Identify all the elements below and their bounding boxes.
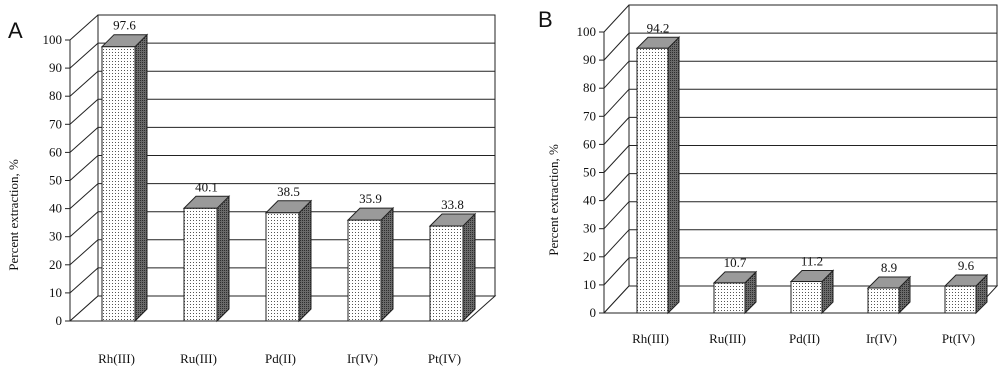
panel-letter: A: [8, 18, 23, 43]
y-gridline-diagonal: [604, 5, 629, 32]
bar-side: [217, 196, 229, 321]
y-tick-label: 90: [583, 52, 596, 67]
y-gridline-diagonal: [70, 127, 98, 152]
y-tick-label: 40: [583, 193, 596, 208]
y-tick-label: 40: [49, 201, 62, 216]
data-label: 9.6: [958, 258, 975, 273]
x-tick-label: Pt(IV): [942, 331, 975, 346]
y-tick-label: 10: [583, 277, 596, 292]
bar-side: [463, 214, 475, 321]
data-label: 38.5: [277, 184, 300, 199]
y-gridline-diagonal: [70, 99, 98, 124]
bar-front: [430, 226, 463, 321]
bar-iriv: [868, 277, 910, 313]
chart-panel-b: 0 10 20 30 40 50 60 70 80 90 100 94.2 10.7 11.2 8.9 9.6…: [538, 5, 997, 346]
y-tick-label: 70: [583, 108, 596, 123]
y-gridline-diagonal: [604, 89, 629, 116]
y-axis-title: Percent extraction, %: [6, 159, 21, 271]
y-gridline-diagonal: [70, 212, 98, 237]
data-label: 35.9: [359, 191, 382, 206]
bar-front: [266, 213, 299, 321]
y-gridline-diagonal: [604, 202, 629, 229]
bar-pdii: [791, 271, 833, 314]
bar-front: [868, 288, 899, 313]
bar-ruiii: [184, 196, 229, 321]
bar-ruiii: [714, 272, 756, 313]
y-tick-label: 60: [49, 144, 62, 159]
data-label: 8.9: [881, 260, 897, 275]
y-tick-label: 20: [49, 257, 62, 272]
data-label: 11.2: [801, 254, 823, 269]
y-tick-label: 30: [583, 221, 596, 236]
bar-front: [714, 283, 745, 313]
x-tick-label: Pd(II): [265, 351, 296, 366]
y-gridline-diagonal: [604, 117, 629, 144]
y-tick-label: 0: [56, 313, 63, 328]
bar-ptiv: [945, 275, 987, 313]
y-tick-label: 100: [43, 32, 63, 47]
y-tick-label: 50: [583, 165, 596, 180]
chart-panel-a: 0 10 20 30 40 50 60 70 80 90 100 97.6 40.1 38.5 35.9 33…: [6, 15, 495, 366]
y-tick-label: 90: [49, 60, 62, 75]
panel-letter: B: [538, 7, 553, 32]
x-tick-label: Rh(III): [632, 331, 669, 346]
x-tick-label: Ir(IV): [866, 331, 897, 346]
data-label: 40.1: [195, 179, 218, 194]
bar-iriv: [348, 208, 393, 321]
bar-rhiii: [637, 37, 679, 313]
bar-rhiii: [102, 35, 147, 321]
y-gridline-diagonal: [70, 184, 98, 209]
y-tick-label: 10: [49, 285, 62, 300]
data-label: 94.2: [647, 20, 670, 35]
x-tick-label: Ir(IV): [347, 351, 378, 366]
bar-side: [299, 201, 311, 321]
y-gridline-diagonal: [604, 258, 629, 285]
x-tick-label: Rh(III): [98, 351, 135, 366]
y-gridline-diagonal: [604, 174, 629, 201]
bar-front: [637, 48, 668, 313]
x-tick-label: Pt(IV): [428, 351, 461, 366]
y-gridline-diagonal: [70, 268, 98, 293]
y-tick-label: 20: [583, 249, 596, 264]
y-gridline-diagonal: [70, 240, 98, 265]
bar-ptiv: [430, 214, 475, 321]
y-gridline-diagonal: [70, 71, 98, 96]
y-axis-title: Percent extraction, %: [546, 144, 561, 256]
data-label: 33.8: [441, 197, 464, 212]
y-tick-label: 100: [577, 24, 597, 39]
x-tick-labels: Rh(III) Ru(III) Pd(II) Ir(IV) Pt(IV): [98, 351, 461, 366]
y-tick-label: 0: [590, 305, 597, 320]
x-tick-labels: Rh(III) Ru(III) Pd(II) Ir(IV) Pt(IV): [632, 331, 975, 346]
y-gridline-diagonal: [70, 43, 98, 68]
y-gridline-diagonal: [604, 146, 629, 173]
bar-side: [668, 37, 679, 313]
bar-front: [945, 286, 976, 313]
bar-pdii: [266, 201, 311, 321]
x-tick-label: Ru(III): [180, 351, 217, 366]
data-label: 10.7: [724, 255, 747, 270]
bar-front: [791, 282, 822, 313]
data-label: 97.6: [113, 18, 136, 33]
x-tick-label: Pd(II): [789, 331, 820, 346]
y-gridline-diagonal: [604, 230, 629, 257]
bar-side: [381, 208, 393, 321]
y-tick-label: 50: [49, 173, 62, 188]
bar-front: [184, 208, 217, 321]
y-gridline-diagonal: [70, 156, 98, 181]
y-tick-label: 80: [49, 88, 62, 103]
bar-front: [102, 47, 135, 321]
y-tick-label: 70: [49, 116, 62, 131]
bar-side: [135, 35, 147, 321]
y-gridline-diagonal: [604, 33, 629, 60]
bar-front: [348, 220, 381, 321]
y-gridline-diagonal: [604, 61, 629, 88]
x-tick-label: Ru(III): [709, 331, 746, 346]
y-tick-label: 30: [49, 229, 62, 244]
y-tick-label: 80: [583, 80, 596, 95]
y-tick-label: 60: [583, 136, 596, 151]
y-gridline-diagonal: [70, 15, 98, 40]
